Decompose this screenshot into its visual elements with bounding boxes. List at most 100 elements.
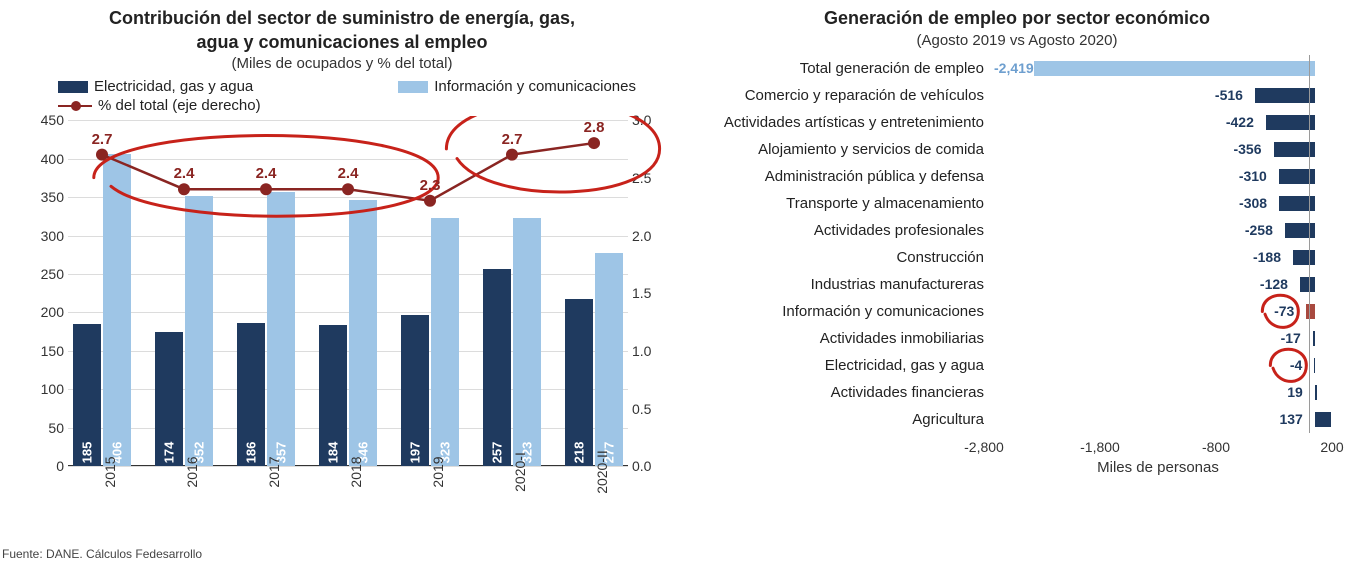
y-left-tick: 400 [28, 151, 64, 167]
hbar-row: Industrias manufactureras -128 [684, 271, 1332, 298]
y-right-tick: 1.5 [632, 285, 668, 301]
bar-value-label: 257 [490, 442, 505, 464]
legend-series2-label: Información y comunicaciones [434, 78, 636, 95]
hbar-row: Actividades financieras19 [684, 379, 1332, 406]
line-value-label: 2.3 [420, 177, 441, 194]
right-chart-panel: Generación de empleo por sector económic… [680, 0, 1358, 565]
hbar-category-label: Agricultura [684, 411, 990, 428]
left-chart-subtitle: (Miles de ocupados y % del total) [8, 55, 676, 72]
hbar-plot-cell: -356 [990, 136, 1332, 163]
hbar-row: Alojamiento y servicios de comida-356 [684, 136, 1332, 163]
hbar-total [1034, 61, 1315, 76]
hbar-xtick: -1,800 [1080, 439, 1120, 455]
x-axis: 201520162017201820192020-I2020-II [68, 466, 628, 516]
hbar-value-label: -422 [1226, 109, 1254, 136]
y-right-tick: 0.0 [632, 458, 668, 474]
hbar-plot-cell: -128 [990, 271, 1332, 298]
y-right-tick: 2.0 [632, 228, 668, 244]
x-axis-label: 2019 [430, 457, 446, 488]
hbar-bar [1315, 385, 1317, 400]
y-right-tick: 1.0 [632, 343, 668, 359]
bar-value-label: 218 [572, 442, 587, 464]
hbar-plot-cell: -258 [990, 217, 1332, 244]
bar-series1: 197 [401, 315, 429, 466]
legend-series2: Información y comunicaciones [398, 78, 636, 95]
bar-series2: 357 [267, 192, 295, 466]
hbar-category-label: Actividades profesionales [684, 222, 990, 239]
hbar-plot-cell: -73 [990, 298, 1332, 325]
hbar-bar [1293, 250, 1315, 265]
hbar-plot-cell: -516 [990, 82, 1332, 109]
bar-group: 257323 [483, 218, 541, 466]
hbar-bar [1315, 412, 1331, 427]
y-left-tick: 150 [28, 343, 64, 359]
left-chart-title-line1: Contribución del sector de suministro de… [18, 8, 666, 30]
line-value-label: 2.8 [584, 119, 605, 136]
hbar-row: Construcción-188 [684, 244, 1332, 271]
hbar-row: Total generación de empleo-2,419 [684, 55, 1332, 82]
hbar-row: Actividades artísticas y entretenimiento… [684, 109, 1332, 136]
hbar-value-label: 137 [1279, 406, 1302, 433]
hbar-bar [1255, 88, 1315, 103]
hbar-value-label: -128 [1260, 271, 1288, 298]
bar-value-label: 174 [162, 442, 177, 464]
y-axis-left: 050100150200250300350400450 [28, 120, 68, 466]
y-left-tick: 200 [28, 304, 64, 320]
legend-swatch-dark-icon [58, 81, 88, 93]
y-right-tick: 3.0 [632, 112, 668, 128]
bar-group: 218 277 [565, 253, 623, 466]
zero-line [1309, 55, 1310, 433]
hbar-category-label: Actividades artísticas y entretenimiento [684, 114, 990, 131]
right-chart-subtitle: (Agosto 2019 vs Agosto 2020) [684, 32, 1350, 49]
hbar-value-label: -73 [1274, 298, 1294, 325]
hbar-xtick: -800 [1202, 439, 1230, 455]
bar-value-label: 184 [326, 442, 341, 464]
x-axis-label: 2015 [102, 457, 118, 488]
bar-group: 184346 [319, 200, 377, 466]
bar-group: 185406 [73, 154, 131, 466]
left-plot: 050100150200250300350400450 0.00.51.01.5… [28, 116, 668, 516]
hbar-category-label: Administración pública y defensa [684, 168, 990, 185]
hbar-xtick: -2,800 [964, 439, 1004, 455]
y-left-tick: 450 [28, 112, 64, 128]
line-value-label: 2.4 [256, 166, 277, 183]
hbar-bar [1300, 277, 1315, 292]
x-axis-label: 2017 [266, 457, 282, 488]
hbar-value-label: -516 [1215, 82, 1243, 109]
hbar-category-label: Actividades inmobiliarias [684, 330, 990, 347]
hbar-row: Información y comunicaciones-73 [684, 298, 1332, 325]
hbar-row: Agricultura 137 [684, 406, 1332, 433]
hbar-bar [1306, 304, 1314, 319]
hbar-row: Administración pública y defensa-310 [684, 163, 1332, 190]
bar-value-label: 186 [244, 442, 259, 464]
hbar-category-label: Actividades financieras [684, 384, 990, 401]
bar-series1: 257 [483, 269, 511, 467]
bar-series2: 277 [595, 253, 623, 466]
hbar-category-label: Construcción [684, 249, 990, 266]
x-axis-label: 2016 [184, 457, 200, 488]
hbar-plot-cell: -310 [990, 163, 1332, 190]
hbar-bar [1314, 358, 1315, 373]
bar-series1: 184 [319, 325, 347, 466]
line-value-label: 2.4 [174, 166, 195, 183]
bar-series1: 185 [73, 324, 101, 466]
hbar-category-label: Total generación de empleo [684, 60, 990, 77]
gridline [68, 120, 628, 121]
y-left-tick: 250 [28, 266, 64, 282]
left-chart-title-line2: agua y comunicaciones al empleo [18, 32, 666, 54]
bar-value-label: 197 [408, 442, 423, 464]
bar-series1: 174 [155, 332, 183, 466]
gridline [68, 159, 628, 160]
hbar-value-label: -17 [1281, 325, 1301, 352]
gridline [68, 197, 628, 198]
hbar-category-label: Industrias manufactureras [684, 276, 990, 293]
hbar-value-label: -356 [1233, 136, 1261, 163]
hbar-plot-cell: -2,419 [990, 55, 1332, 82]
hbar-category-label: Electricidad, gas y agua [684, 357, 990, 374]
y-right-tick: 2.5 [632, 170, 668, 186]
bar-value-label: 185 [80, 442, 95, 464]
bar-series1: 186 [237, 323, 265, 466]
hbar-value-label: -2,419 [994, 55, 1034, 82]
hbar-bar [1313, 331, 1315, 346]
hbar-value-label: -308 [1239, 190, 1267, 217]
